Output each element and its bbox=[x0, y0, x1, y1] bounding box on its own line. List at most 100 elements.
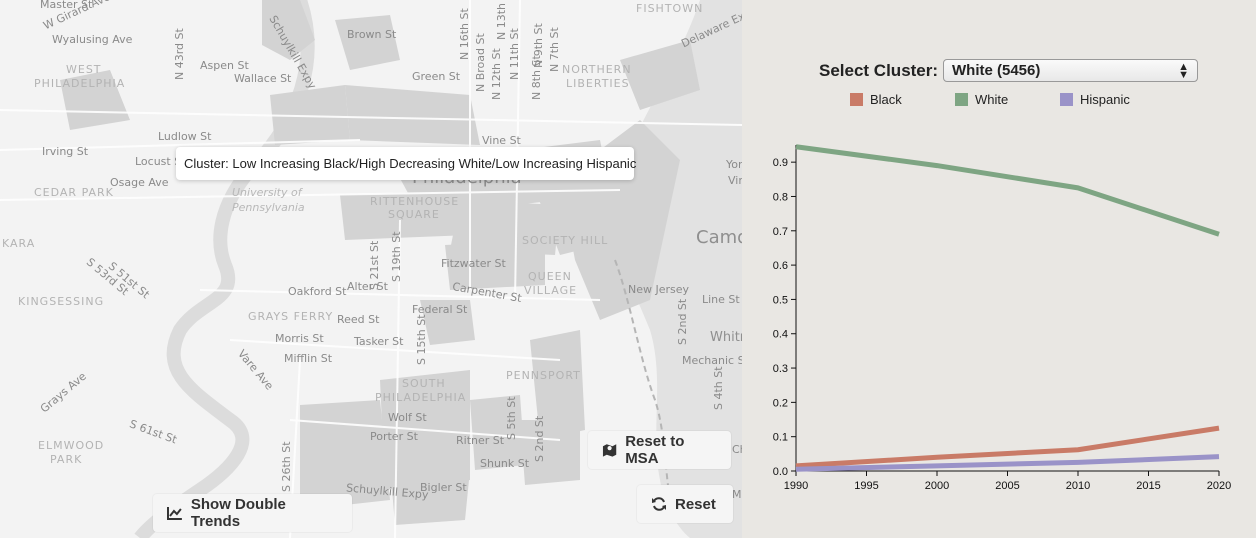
y-tick-label: 0.2 bbox=[773, 397, 788, 409]
map-label: Wolf St bbox=[388, 411, 427, 424]
map-label: Ritner St bbox=[456, 434, 505, 447]
map-view[interactable]: Master St W Girard Ave Wyalusing Ave WES… bbox=[0, 0, 742, 538]
line-chart-icon bbox=[167, 507, 182, 520]
map-label: S 15th St bbox=[415, 314, 428, 365]
map-label: Line St bbox=[702, 293, 740, 306]
map-label: Mechanic St bbox=[682, 354, 742, 367]
trend-chart: 0.0 0.1 0.2 0.3 0.4 0.5 0.6 0.7 0.8 0.9 1990 1995 20… bbox=[773, 144, 1231, 492]
reset-to-msa-button[interactable]: Reset to MSA bbox=[588, 431, 731, 469]
reset-to-msa-label: Reset to MSA bbox=[625, 433, 685, 467]
map-label: Master St bbox=[40, 0, 93, 11]
map-label: Bigler St bbox=[420, 481, 467, 494]
x-tick-label: 1990 bbox=[784, 480, 808, 492]
map-label: KINGSESSING bbox=[18, 295, 105, 308]
map-label: PARK bbox=[50, 453, 83, 466]
map-label: N 43rd St bbox=[173, 28, 186, 80]
y-tick-label: 0.6 bbox=[773, 260, 788, 272]
legend-item-black: Black bbox=[850, 92, 902, 107]
series-line-white bbox=[795, 144, 1220, 237]
cluster-tooltip: Cluster: Low Increasing Black/High Decre… bbox=[176, 147, 636, 180]
legend-swatch bbox=[1060, 93, 1073, 106]
map-label: Pennsylvania bbox=[232, 201, 305, 214]
legend-swatch bbox=[850, 93, 863, 106]
reset-label: Reset bbox=[675, 495, 716, 513]
map-label: N 13th St bbox=[495, 0, 508, 40]
map-label: Tasker St bbox=[354, 335, 404, 348]
map-label: LIBERTIES bbox=[566, 77, 630, 90]
map-label: Shunk St bbox=[480, 457, 530, 470]
map-label: Vine St bbox=[482, 134, 521, 147]
map-label: GRAYS FERRY bbox=[248, 310, 334, 323]
cluster-select-value: White (5456) bbox=[952, 62, 1041, 79]
x-tick-label: 2015 bbox=[1136, 480, 1160, 492]
map-label: PHILADELPHIA bbox=[375, 391, 467, 404]
map-label: Brown St bbox=[347, 28, 397, 41]
y-tick-label: 0.3 bbox=[773, 363, 788, 375]
map-label: KARA bbox=[2, 237, 36, 250]
map-label: Porter St bbox=[370, 430, 418, 443]
legend-label: Hispanic bbox=[1080, 92, 1130, 107]
map-label: PENNSPORT bbox=[506, 369, 581, 382]
map-label: SOUTH bbox=[402, 377, 446, 390]
map-label: N 7th St bbox=[548, 27, 561, 72]
map-label: S 5th St bbox=[505, 396, 518, 440]
y-tick-label: 0.0 bbox=[773, 466, 788, 478]
map-label: WEST bbox=[66, 63, 102, 76]
chart-panel: Select Cluster: White (5456) ▲ ▼ Black Wh… bbox=[742, 0, 1256, 538]
map-label: Oakford St bbox=[288, 285, 347, 298]
map-label: Ludlow St bbox=[158, 130, 212, 143]
map-label: Reed St bbox=[337, 313, 380, 326]
map-label: CEDAR PARK bbox=[34, 186, 114, 199]
map-label: Ch bbox=[732, 443, 742, 456]
legend-item-hispanic: Hispanic bbox=[1060, 92, 1130, 107]
y-tick-label: 0.5 bbox=[773, 294, 788, 306]
map-label: SQUARE bbox=[388, 208, 440, 221]
map-label: Fitzwater St bbox=[441, 257, 506, 270]
map-label: FISHTOWN bbox=[636, 2, 704, 15]
y-tick-label: 0.7 bbox=[773, 226, 788, 238]
map-label: N 8th St bbox=[530, 55, 543, 100]
legend-label: Black bbox=[870, 92, 902, 107]
map-label: Camde bbox=[696, 227, 742, 248]
map-label: Federal St bbox=[412, 303, 468, 316]
map-label: Morris St bbox=[275, 332, 324, 345]
map-label: Aspen St bbox=[200, 59, 249, 72]
x-tick-label: 2020 bbox=[1207, 480, 1231, 492]
show-double-trends-label: Show Double Trends bbox=[190, 496, 286, 530]
legend-item-white: White bbox=[955, 92, 1008, 107]
map-label: N 11th St bbox=[508, 28, 521, 80]
map-label: PHILADELPHIA bbox=[34, 77, 126, 90]
series-line-black bbox=[795, 425, 1220, 469]
map-label: University of bbox=[232, 186, 302, 199]
map-label: Alter St bbox=[347, 280, 388, 293]
map-label: ELMWOOD bbox=[38, 439, 105, 452]
map-label: S 4th St bbox=[712, 366, 725, 410]
map-label: York bbox=[726, 158, 742, 171]
map-label: Mifflin St bbox=[284, 352, 333, 365]
map-label: SOCIETY HILL bbox=[522, 234, 609, 247]
x-tick-label: 2000 bbox=[925, 480, 949, 492]
y-tick-label: 0.8 bbox=[773, 191, 788, 203]
x-tick-label: 2010 bbox=[1066, 480, 1090, 492]
map-label: QUEEN bbox=[528, 270, 572, 283]
reset-button[interactable]: Reset bbox=[637, 485, 733, 523]
map-label: Green St bbox=[412, 70, 461, 83]
select-cluster-label: Select Cluster: bbox=[819, 61, 939, 80]
x-tick-label: 1995 bbox=[854, 480, 878, 492]
series-line-hispanic bbox=[795, 454, 1220, 472]
refresh-icon bbox=[652, 497, 666, 511]
map-label: S 26th St bbox=[280, 441, 293, 492]
map-label: Osage Ave bbox=[110, 176, 169, 189]
map-label: NORTHERN bbox=[562, 63, 632, 76]
cluster-select[interactable]: White (5456) ▲ ▼ bbox=[943, 59, 1198, 82]
map-label: S 19th St bbox=[390, 231, 403, 282]
map-marker-icon bbox=[602, 444, 617, 457]
show-double-trends-button[interactable]: Show Double Trends bbox=[153, 494, 352, 532]
select-arrows-icon: ▲ ▼ bbox=[1178, 60, 1189, 81]
map-label: N 12th St bbox=[490, 48, 503, 100]
map-label: S 2nd St bbox=[676, 298, 689, 345]
map-label: VILLAGE bbox=[524, 284, 578, 297]
y-tick-label: 0.1 bbox=[773, 432, 788, 444]
legend-label: White bbox=[975, 92, 1009, 107]
map-label: Mc bbox=[732, 488, 742, 501]
